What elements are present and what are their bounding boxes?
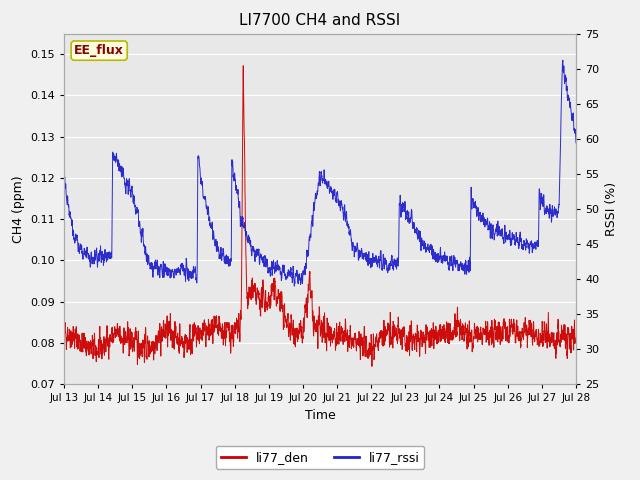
Y-axis label: RSSI (%): RSSI (%) <box>605 182 618 236</box>
X-axis label: Time: Time <box>305 408 335 421</box>
Legend: li77_den, li77_rssi: li77_den, li77_rssi <box>216 446 424 469</box>
Y-axis label: CH4 (ppm): CH4 (ppm) <box>12 175 25 242</box>
Text: EE_flux: EE_flux <box>74 44 124 57</box>
Title: LI7700 CH4 and RSSI: LI7700 CH4 and RSSI <box>239 13 401 28</box>
